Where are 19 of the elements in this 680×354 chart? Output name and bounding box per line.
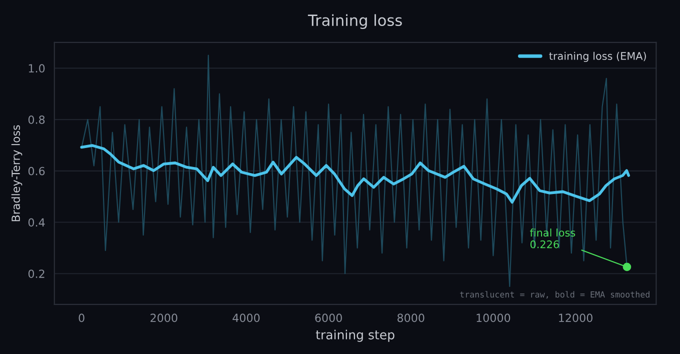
x-tick-label: 8000 bbox=[397, 314, 424, 322]
y-tick-label: 0.6 bbox=[28, 166, 45, 176]
y-tick-label: 0.4 bbox=[28, 218, 45, 227]
x-tick-label: 0 bbox=[78, 314, 84, 322]
line-series bbox=[80, 144, 630, 204]
x-axis-title: training step bbox=[316, 330, 394, 342]
x-tick-label: 4000 bbox=[232, 314, 260, 322]
y-tick-label: 1.0 bbox=[28, 64, 45, 73]
annotation: final loss 0.226 bbox=[530, 228, 576, 248]
legend-label: training loss (EMA) bbox=[549, 52, 646, 62]
annotation: translucent = raw, bold = EMA smoothed bbox=[460, 291, 650, 299]
x-tick-label: 10000 bbox=[476, 314, 510, 322]
y-tick-label: 0.8 bbox=[28, 116, 45, 124]
x-tick-label: 2000 bbox=[150, 314, 178, 322]
x-tick-label: 12000 bbox=[559, 314, 592, 322]
y-tick-label: 0.2 bbox=[28, 270, 44, 278]
y-axis-title: Bradley-Terry loss bbox=[11, 125, 22, 222]
x-tick-label: 6000 bbox=[315, 314, 342, 322]
chart-title: Training loss bbox=[308, 14, 402, 29]
